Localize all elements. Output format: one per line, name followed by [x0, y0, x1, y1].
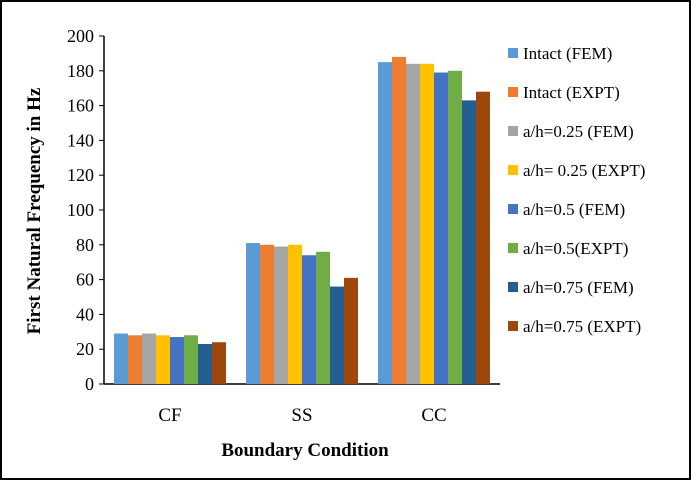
x-axis-title: Boundary Condition — [221, 440, 389, 461]
bar — [114, 333, 128, 384]
legend-label: a/h=0.5 (FEM) — [523, 200, 625, 219]
bar — [378, 62, 392, 384]
bar — [184, 335, 198, 384]
y-tick-label: 60 — [76, 270, 94, 290]
bar — [246, 243, 260, 384]
legend-label: a/h=0.5(EXPT) — [523, 239, 628, 258]
bar — [274, 246, 288, 384]
y-tick-label: 100 — [67, 200, 94, 220]
plot-area: 0 20 40 60 80 100 120 140 160 180 200 CF SS CC — [67, 26, 500, 426]
bar — [420, 63, 434, 385]
y-axis-title: First Natural Frequency in Hz — [24, 87, 45, 334]
bar — [128, 335, 142, 384]
legend-swatch — [508, 87, 518, 97]
legend-label: Intact (FEM) — [523, 44, 612, 63]
bar — [406, 63, 420, 385]
bar — [448, 70, 462, 385]
bar — [260, 244, 274, 384]
legend-swatch — [508, 243, 518, 253]
legend-swatch — [508, 48, 518, 58]
bar — [212, 342, 226, 384]
legend-swatch — [508, 204, 518, 214]
bar — [344, 277, 358, 384]
y-tick-label: 180 — [67, 61, 94, 81]
y-tick-label: 160 — [67, 96, 94, 116]
x-tick-label: SS — [291, 405, 312, 426]
bar — [434, 72, 448, 384]
bar — [198, 343, 212, 384]
legend-label: a/h=0.75 (FEM) — [523, 278, 634, 297]
y-tick-label: 80 — [76, 235, 94, 255]
bar — [330, 286, 344, 384]
x-tick-label: CC — [421, 405, 446, 426]
y-tick-label: 40 — [76, 304, 94, 324]
y-tick-label: 200 — [67, 26, 94, 46]
legend-label: Intact (EXPT) — [523, 83, 620, 102]
legend-label: a/h= 0.25 (EXPT) — [523, 161, 645, 180]
legend-label: a/h=0.75 (EXPT) — [523, 317, 641, 336]
legend-swatch — [508, 282, 518, 292]
bar — [288, 244, 302, 384]
legend-swatch — [508, 126, 518, 136]
bar — [142, 333, 156, 384]
legend: Intact (FEM) Intact (EXPT) a/h=0.25 (FEM) a… — [508, 44, 645, 336]
bar — [170, 337, 184, 384]
bar — [302, 255, 316, 384]
y-tick-label: 140 — [67, 130, 94, 150]
legend-label: a/h=0.25 (FEM) — [523, 122, 634, 141]
x-tick-label: CF — [158, 405, 181, 426]
legend-swatch — [508, 321, 518, 331]
y-tick-label: 120 — [67, 165, 94, 185]
bar — [156, 335, 170, 384]
bar — [462, 100, 476, 384]
y-tick-label: 20 — [76, 339, 94, 359]
bar — [476, 91, 490, 385]
legend-swatch — [508, 165, 518, 175]
y-tick-label: 0 — [85, 374, 94, 394]
bar — [392, 56, 406, 384]
bar — [316, 251, 330, 384]
